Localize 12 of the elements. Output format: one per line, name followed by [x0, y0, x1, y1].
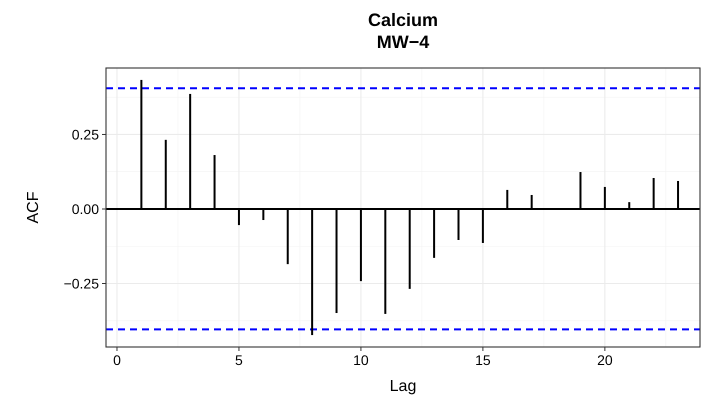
x-tick-label: 20 [597, 352, 613, 368]
x-tick-label: 10 [353, 352, 369, 368]
chart-subtitle: MW−4 [376, 32, 430, 52]
y-tick-label: 0.25 [72, 126, 100, 142]
y-axis-title: ACF [25, 191, 42, 224]
y-tick-label: −0.25 [64, 276, 100, 292]
x-tick-label: 5 [235, 352, 244, 368]
y-tick-label: 0.00 [72, 200, 100, 217]
chart-title: Calcium [368, 10, 438, 30]
x-tick-label: 15 [475, 352, 491, 368]
x-tick-label: 0 [113, 352, 122, 368]
x-axis-title: Lag [390, 378, 416, 395]
